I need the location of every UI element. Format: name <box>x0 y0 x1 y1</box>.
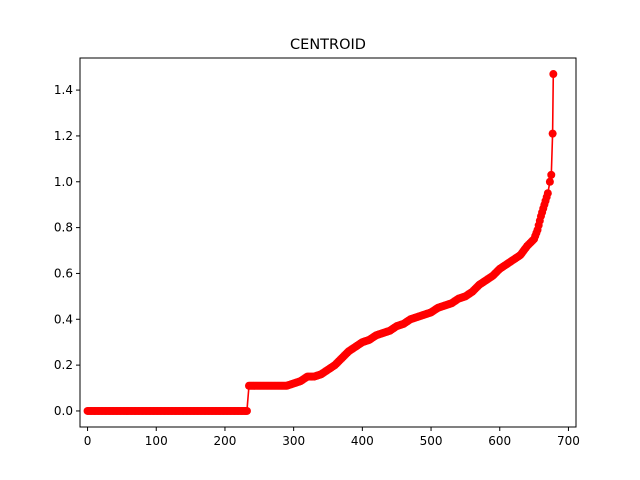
data-point <box>545 177 554 186</box>
chart-title: CENTROID <box>290 37 366 53</box>
y-tick-label: 0.2 <box>54 358 73 372</box>
x-tick-label: 700 <box>557 434 580 448</box>
data-point <box>543 189 552 198</box>
y-tick-label: 0.6 <box>54 266 73 280</box>
y-tick-label: 0.4 <box>54 312 73 326</box>
x-tick-label: 400 <box>351 434 374 448</box>
data-point <box>549 70 558 79</box>
y-tick-label: 1.4 <box>54 83 73 97</box>
y-tick-label: 0.8 <box>54 221 73 235</box>
series-layer <box>83 70 558 415</box>
x-tick-label: 100 <box>145 434 168 448</box>
x-tick-label: 0 <box>84 434 92 448</box>
y-tick-label: 1.0 <box>54 175 73 189</box>
axes-layer: 0 100 200 300 400 500 600 700 0.0 0.2 0.4 0.6 0.8 1.0… <box>54 83 580 448</box>
x-tick-label: 500 <box>420 434 443 448</box>
data-point <box>548 129 557 138</box>
data-point <box>242 406 251 415</box>
data-point <box>547 170 556 179</box>
y-tick-label: 0.0 <box>54 404 73 418</box>
x-tick-label: 300 <box>282 434 305 448</box>
x-tick-label: 600 <box>488 434 511 448</box>
plot-frame <box>79 57 577 428</box>
y-tick-label: 1.2 <box>54 129 73 143</box>
x-tick-label: 200 <box>213 434 236 448</box>
